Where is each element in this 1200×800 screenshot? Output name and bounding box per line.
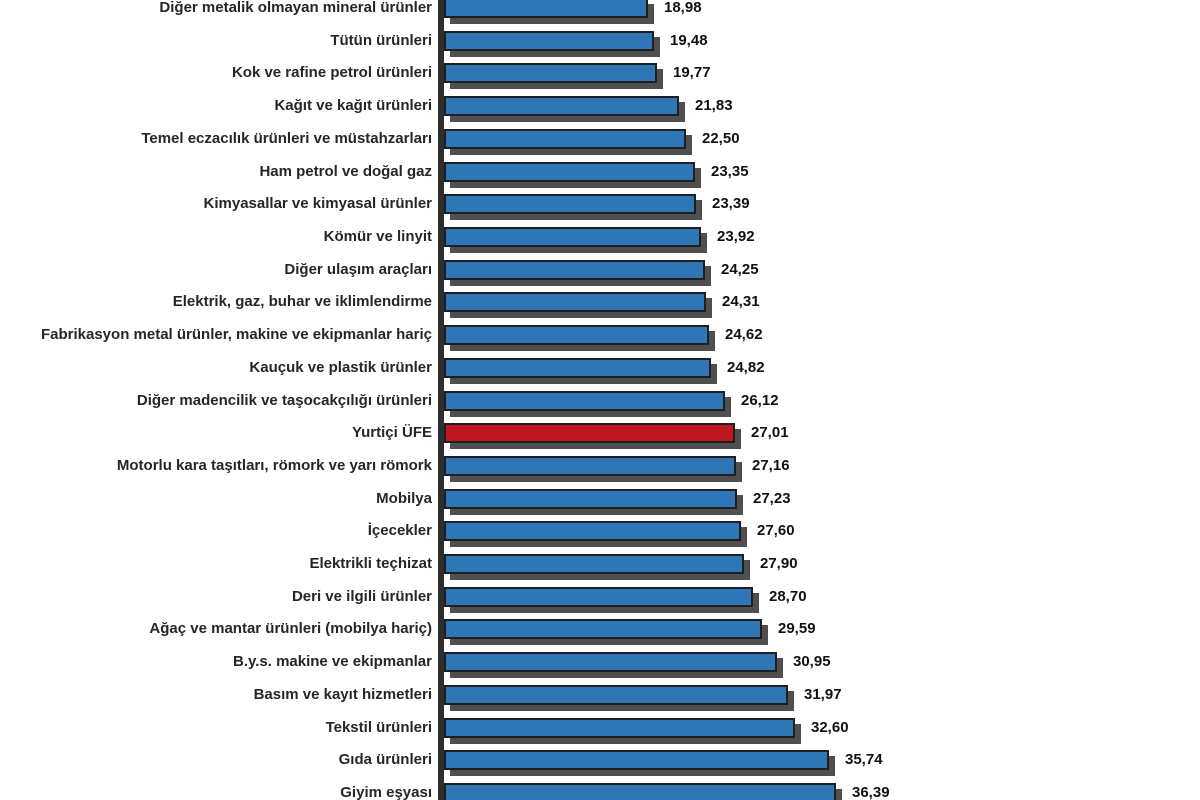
category-label: Ham petrol ve doğal gaz — [259, 162, 432, 180]
value-label: 19,48 — [670, 31, 708, 49]
value-label: 32,60 — [811, 718, 849, 736]
category-label: Mobilya — [376, 489, 432, 507]
bar — [444, 619, 762, 640]
bar — [444, 652, 777, 673]
category-label: Tekstil ürünleri — [325, 718, 432, 736]
y-axis-line — [438, 0, 444, 800]
category-label: Kimyasallar ve kimyasal ürünler — [203, 195, 432, 213]
value-label: 29,59 — [778, 620, 816, 638]
category-label: Kömür ve linyit — [323, 227, 432, 245]
bar — [444, 194, 696, 215]
category-label: Diğer metalik olmayan mineral ürünler — [159, 0, 432, 16]
bar — [444, 226, 701, 247]
value-label: 27,60 — [757, 522, 795, 540]
bar — [444, 325, 709, 346]
bar — [444, 521, 741, 542]
value-label: 26,12 — [741, 391, 779, 409]
category-label: Motorlu kara taşıtları, römork ve yarı r… — [116, 456, 432, 474]
category-label: Elektrik, gaz, buhar ve iklimlendirme — [172, 293, 432, 311]
value-label: 27,01 — [751, 424, 789, 442]
value-label: 23,92 — [717, 227, 755, 245]
value-label: 36,39 — [852, 784, 890, 800]
value-label: 24,25 — [721, 260, 759, 278]
category-label: Giyim eşyası — [340, 784, 432, 800]
category-label: Kok ve rafine petrol ürünleri — [231, 64, 432, 82]
value-label: 23,39 — [712, 195, 750, 213]
category-label: Fabrikasyon metal ürünler, makine ve eki… — [40, 326, 432, 344]
bar — [444, 128, 686, 149]
bar — [444, 0, 648, 18]
value-label: 35,74 — [845, 751, 883, 769]
value-label: 23,35 — [711, 162, 749, 180]
value-label: 24,62 — [725, 326, 763, 344]
category-label: Tütün ürünleri — [330, 31, 432, 49]
value-label: 19,77 — [673, 64, 711, 82]
category-label: Basım ve kayıt hizmetleri — [253, 685, 432, 703]
bar — [444, 488, 737, 509]
category-label: Temel eczacılık ürünleri ve müstahzarlar… — [141, 129, 432, 147]
bar — [444, 96, 679, 117]
value-label: 27,16 — [752, 456, 790, 474]
bar — [444, 684, 788, 705]
value-label: 27,23 — [753, 489, 791, 507]
value-label: 18,98 — [664, 0, 702, 16]
category-label: Diğer madencilik ve taşocakçılığı ürünle… — [136, 391, 432, 409]
bar — [444, 161, 695, 182]
bar — [444, 717, 795, 738]
bar — [444, 292, 706, 313]
value-label: 27,90 — [760, 555, 798, 573]
bar-highlight — [444, 423, 735, 444]
value-label: 28,70 — [769, 587, 807, 605]
category-label: Deri ve ilgili ürünler — [291, 587, 432, 605]
category-label: İçecekler — [367, 522, 432, 540]
bar — [444, 750, 829, 771]
bar — [444, 455, 736, 476]
value-label: 30,95 — [793, 653, 831, 671]
category-label: Kauçuk ve plastik ürünler — [249, 358, 432, 376]
bar — [444, 30, 654, 51]
value-label: 24,31 — [722, 293, 760, 311]
bar — [444, 783, 836, 800]
value-label: 21,83 — [695, 97, 733, 115]
bar — [444, 259, 705, 280]
bar — [444, 586, 753, 607]
category-label: Diğer ulaşım araçları — [284, 260, 432, 278]
category-label: Elektrikli teçhizat — [309, 555, 432, 573]
value-label: 22,50 — [702, 129, 740, 147]
bar — [444, 63, 657, 84]
value-label: 31,97 — [804, 685, 842, 703]
category-label: Ağaç ve mantar ürünleri (mobilya hariç) — [149, 620, 432, 638]
category-label: Gıda ürünleri — [338, 751, 432, 769]
category-label: B.y.s. makine ve ekipmanlar — [233, 653, 432, 671]
category-label: Kağıt ve kağıt ürünleri — [274, 97, 432, 115]
category-label-highlight: Yurtiçi ÜFE — [351, 424, 432, 442]
bar — [444, 357, 711, 378]
bar — [444, 390, 725, 411]
bar — [444, 554, 744, 575]
value-label: 24,82 — [727, 358, 765, 376]
